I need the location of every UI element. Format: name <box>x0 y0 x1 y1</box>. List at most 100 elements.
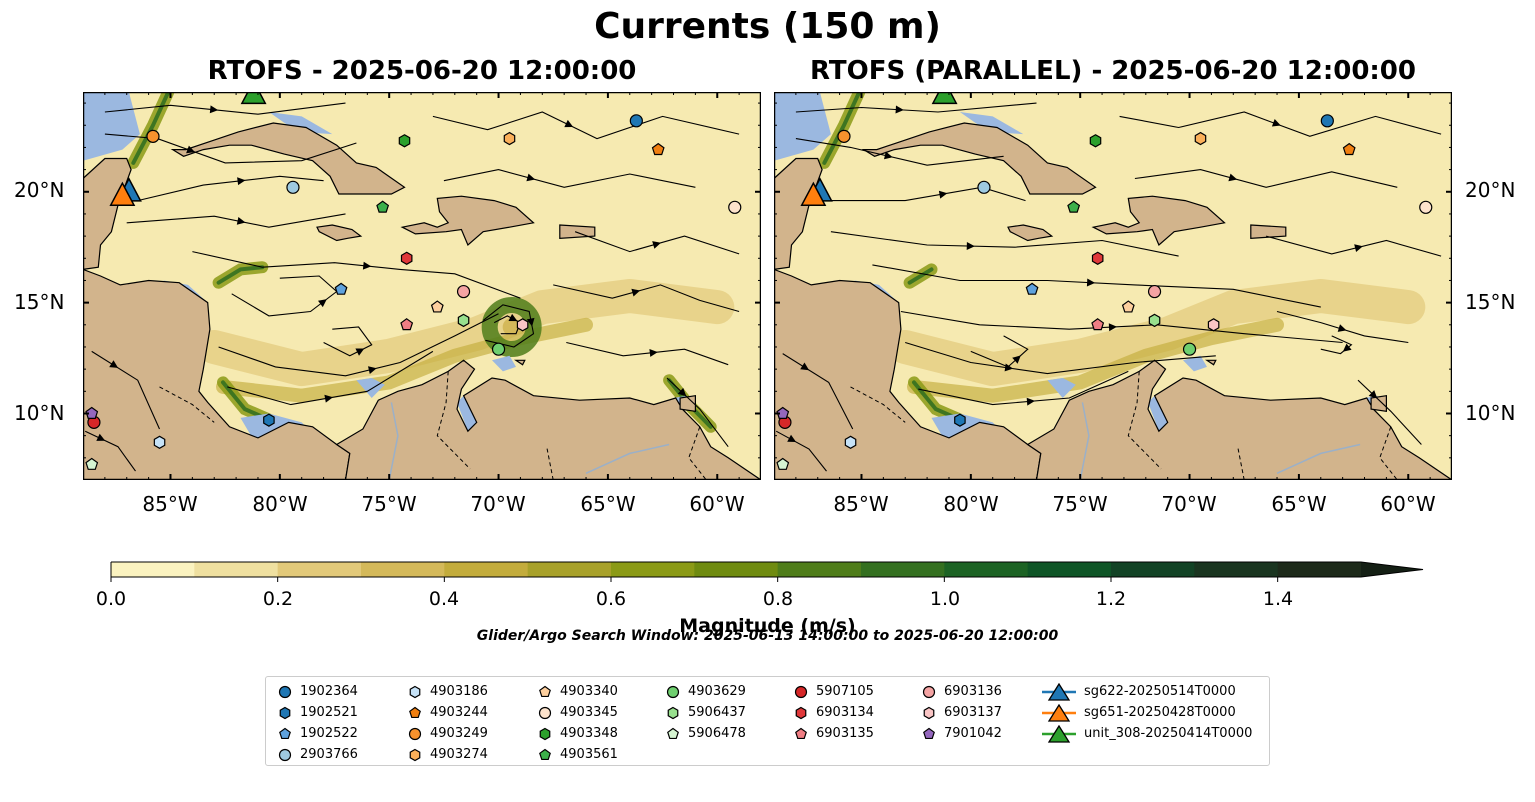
legend-marker <box>795 706 807 719</box>
colorbar-bin <box>1194 562 1279 577</box>
legend-label: 4903629 <box>688 684 746 699</box>
legend-label: 1902364 <box>300 684 358 699</box>
hexagon-marker-icon <box>539 727 551 740</box>
streamline <box>830 231 1179 257</box>
legend-item: 4903340 <box>538 681 618 702</box>
legend-item: 5907105 <box>794 681 874 702</box>
legend-item: 6903136 <box>922 681 1002 702</box>
current-jet <box>131 92 171 165</box>
streamline-arrow <box>895 105 904 114</box>
legend-marker <box>279 706 291 719</box>
hexagon-marker-icon <box>409 748 421 761</box>
colorbar-bin <box>611 562 695 577</box>
colorbar-bin <box>777 562 862 577</box>
streamline <box>905 341 1216 375</box>
argo-float-marker <box>1091 318 1105 331</box>
x-tick-label: 85°W <box>142 492 198 516</box>
legend-column: 5907105 6903134 6903135 <box>794 681 874 744</box>
argo-float-marker <box>1067 200 1081 213</box>
land-mass <box>1026 359 1452 480</box>
legend-marker <box>408 727 422 740</box>
argo-float-marker <box>85 406 99 419</box>
legend-item: 4903348 <box>538 723 618 744</box>
legend-label: 4903186 <box>430 684 488 699</box>
shallow-water <box>240 413 311 441</box>
argo-float-marker <box>334 282 348 295</box>
streamline-arrow <box>564 119 574 128</box>
legend-marker <box>666 685 680 698</box>
streamline-arrow <box>938 190 948 199</box>
streamline-arrow <box>1012 355 1021 364</box>
legend-column: 4903186 4903244 4903249 4903274 <box>408 681 488 765</box>
triangle-marker-icon <box>1042 703 1076 722</box>
hexagon-marker-icon <box>923 706 935 719</box>
legend-marker <box>923 706 935 719</box>
legend-label: 4903561 <box>560 747 618 762</box>
shallow-water <box>1047 378 1076 398</box>
legend-item: 5906478 <box>666 723 746 744</box>
legend-label: 5906478 <box>688 726 746 741</box>
legend-label: 5907105 <box>816 684 874 699</box>
legend-marker <box>409 706 421 718</box>
land-mass <box>559 224 596 239</box>
streamline-arrow <box>362 261 372 270</box>
streamline-arrow <box>1271 119 1281 127</box>
legend-label: 6903135 <box>816 726 874 741</box>
colorbar-tick-label: 1.2 <box>1095 588 1127 610</box>
colorbar <box>110 561 1424 582</box>
streamline-arrow <box>186 145 195 154</box>
legend-marker <box>795 727 807 739</box>
streamline-arrow <box>631 288 641 297</box>
search-window-note: Glider/Argo Search Window: 2025-06-13 14… <box>476 628 1059 644</box>
legend-item: 6903137 <box>922 702 1002 723</box>
colorbar-bin <box>527 562 612 577</box>
colorbar-bin <box>1111 562 1195 577</box>
streamline <box>1357 379 1422 445</box>
land-mass <box>83 157 132 271</box>
map-panel-rtofs <box>83 92 761 480</box>
shallow-water <box>931 413 1002 441</box>
land-mass <box>400 195 535 246</box>
legend-item: 2903766 <box>278 744 358 765</box>
streamline <box>553 284 740 313</box>
land-mass <box>1370 395 1388 412</box>
x-tick-label: 80°W <box>252 492 308 516</box>
y-tick-label-left: 10°N <box>14 401 65 425</box>
legend-item: 5906437 <box>666 702 746 723</box>
streamline <box>91 350 161 430</box>
argo-float-marker <box>776 406 790 419</box>
streamline-arrow <box>652 241 661 249</box>
streamline-arrow <box>1004 363 1014 372</box>
argo-float-marker <box>516 318 529 332</box>
argo-float-marker <box>430 300 444 313</box>
pentagon-marker-icon <box>279 727 291 739</box>
argo-float-marker <box>837 129 851 143</box>
streamline-arrow <box>884 151 893 160</box>
shallow-water <box>492 355 516 372</box>
y-tick-label-left: 15°N <box>14 290 65 314</box>
shallow-water <box>268 112 333 135</box>
argo-float-marker <box>456 284 471 299</box>
streamline <box>775 430 827 472</box>
legend-column: 6903136 6903137 7901042 <box>922 681 1002 744</box>
streamline-arrow <box>236 217 246 225</box>
streamline-arrow <box>237 177 246 186</box>
streamline <box>782 353 854 430</box>
legend-item: 1902522 <box>278 723 358 744</box>
argo-float-marker <box>977 180 991 194</box>
argo-float-marker <box>400 318 414 331</box>
argo-float-marker <box>776 457 790 470</box>
colorbar-bin <box>444 562 529 577</box>
hexagon-marker-icon <box>795 706 807 719</box>
streamline-arrow <box>318 299 327 308</box>
glider-marker <box>800 181 827 207</box>
pentagon-marker-icon <box>409 706 421 718</box>
colorbar-label: Magnitude (m/s) <box>679 615 856 637</box>
colorbar-bin <box>944 562 1029 577</box>
circle-marker-icon <box>922 685 936 698</box>
land-mass <box>1091 195 1226 246</box>
streamline <box>443 169 696 188</box>
land-mass <box>1007 224 1054 242</box>
argo-float-marker <box>1148 313 1161 328</box>
current-jet <box>907 267 934 285</box>
